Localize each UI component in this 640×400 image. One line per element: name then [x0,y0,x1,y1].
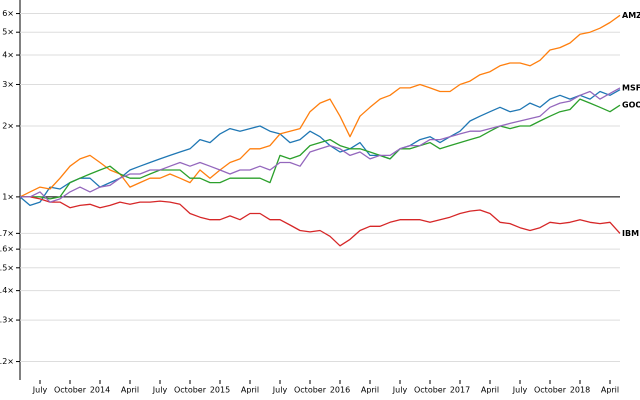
y-tick-label: 0.6× [0,245,14,254]
x-tick-label: 2015 [210,386,230,395]
x-tick-label: October [414,386,447,395]
y-tick-label: 6× [2,9,14,18]
x-tick-label: April [361,386,379,395]
y-tick-label: 0.7× [0,229,14,238]
x-tick-label: 2014 [90,386,110,395]
y-tick-label: 3× [2,80,14,89]
series-label: GOOG [622,101,640,110]
x-tick-label: April [121,386,139,395]
x-tick-label: 2017 [450,386,470,395]
x-tick-label: 2016 [330,386,350,395]
x-tick-label: July [392,386,408,395]
series-line [20,87,621,203]
series-line [20,196,621,247]
series-line [19,89,621,207]
series-label: MSFT [622,83,640,92]
x-tick-label: April [601,386,619,395]
y-tick-label: 1× [2,192,14,201]
x-tick-label: July [512,386,528,395]
y-tick-label: 2× [2,121,14,130]
x-tick-label: October [294,386,327,395]
x-tick-label: October [534,386,567,395]
y-tick-label: 0.2× [0,357,14,366]
x-tick-label: April [481,386,499,395]
x-tick-label: July [152,386,168,395]
x-tick-label: July [272,386,288,395]
x-tick-label: October [54,386,87,395]
series-label: IBM [622,229,639,238]
y-tick-label: 5× [2,28,14,37]
y-tick-label: 0.5× [0,263,14,272]
y-tick-label: 0.3× [0,316,14,325]
x-tick-label: October [174,386,207,395]
x-tick-label: 2018 [570,386,590,395]
y-tick-label: 4× [2,51,14,60]
x-tick-label: April [241,386,259,395]
series-label: AMZN [622,11,640,20]
y-tick-label: 0.4× [0,286,14,295]
x-tick-label: July [32,386,48,395]
series-line [20,98,621,200]
series-line [19,14,621,198]
